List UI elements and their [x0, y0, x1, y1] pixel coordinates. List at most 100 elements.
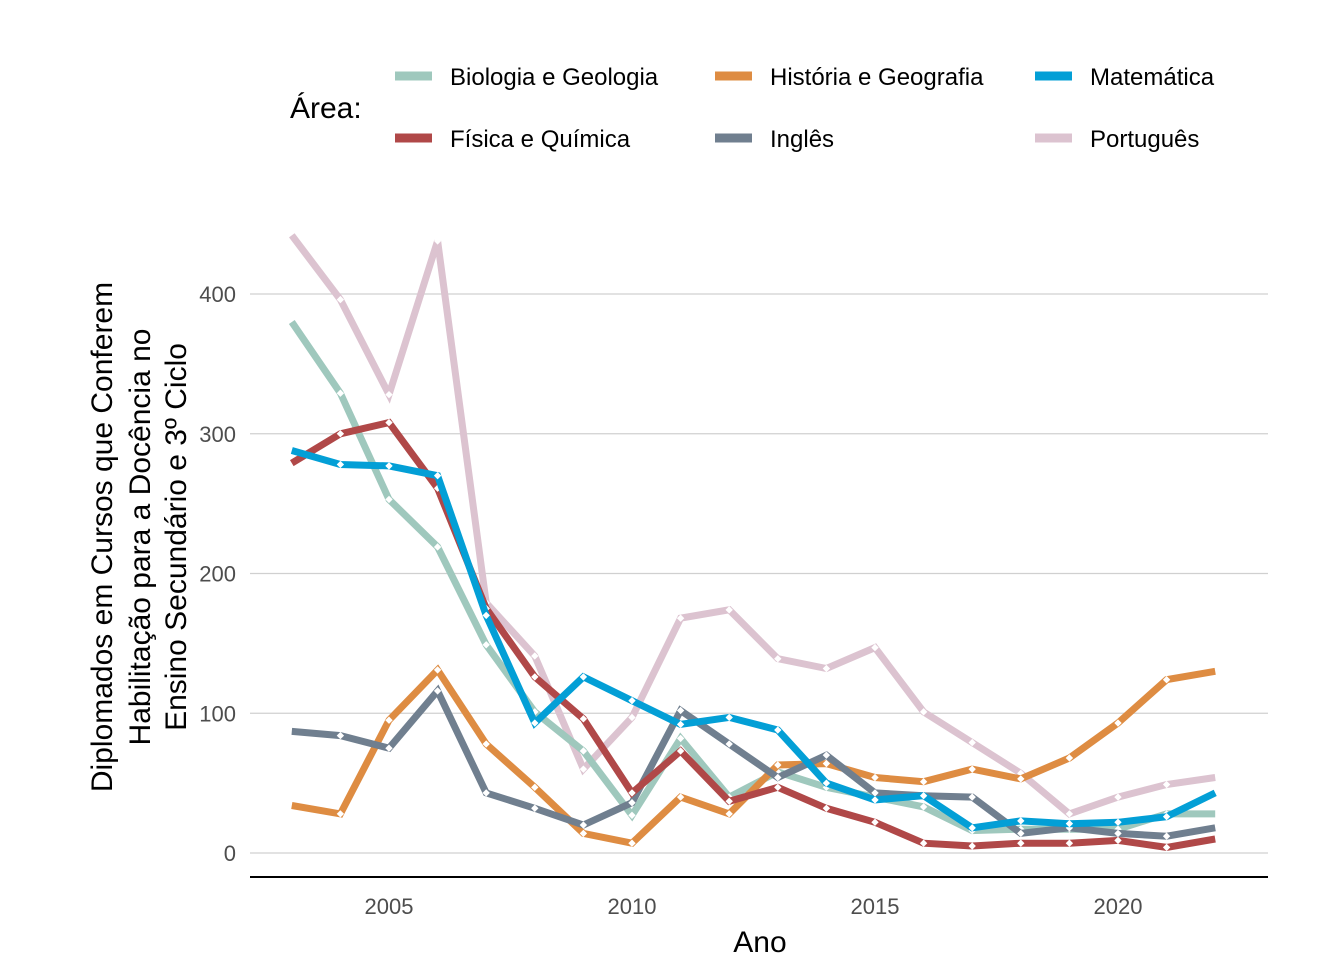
legend-key [715, 71, 752, 81]
data-point [919, 708, 928, 716]
y-axis-title-line: Habilitação para a Docência no [124, 329, 157, 746]
data-point [1065, 819, 1074, 828]
series-ingles [291, 684, 1216, 840]
data-point [725, 797, 733, 805]
data-point [1162, 780, 1171, 789]
data-point [433, 237, 442, 245]
data-point [579, 821, 588, 829]
y-tick-label: 400 [199, 282, 236, 307]
data-point [531, 673, 539, 681]
data-point [725, 606, 733, 614]
legend-item-ingles: Inglês [715, 126, 834, 153]
data-point [1065, 810, 1074, 818]
data-point [725, 810, 733, 818]
data-point [531, 804, 539, 812]
y-tick-label: 200 [199, 562, 236, 587]
data-point [579, 673, 588, 681]
data-point [336, 295, 345, 304]
data-point [676, 734, 685, 743]
data-point [433, 543, 442, 551]
data-point [1065, 754, 1074, 762]
data-point [822, 804, 831, 812]
data-point [774, 773, 782, 782]
data-point [1162, 812, 1171, 821]
data-point [919, 792, 928, 800]
legend-item-historia-e-geografia: História e Geografia [715, 64, 984, 91]
legend: Área: Biologia e Geologia História e Geog… [290, 64, 1215, 153]
series-matematica [290, 447, 1217, 832]
legend-label: Biologia e Geologia [450, 64, 659, 91]
data-point [385, 418, 393, 427]
data-point [531, 783, 539, 791]
data-point [968, 765, 976, 773]
series-line [289, 233, 1216, 818]
data-point [579, 829, 588, 838]
data-point [579, 747, 588, 755]
series-layer [288, 233, 1217, 852]
data-point [433, 471, 442, 480]
x-axis-title: Ano [733, 926, 786, 959]
y-axis-title-line: Ensino Secundário e 3º Ciclo [160, 343, 193, 731]
data-point [871, 773, 879, 782]
data-point [1162, 676, 1171, 684]
data-point [725, 713, 733, 722]
data-point [676, 614, 685, 622]
y-tick-label: 300 [199, 422, 236, 447]
data-point [676, 747, 685, 755]
data-point [336, 389, 345, 397]
data-point [1017, 817, 1025, 825]
data-point [531, 719, 539, 727]
data-point [628, 789, 636, 797]
data-point [968, 842, 976, 850]
legend-title: Área: [290, 92, 362, 125]
data-point [482, 789, 490, 797]
data-point [628, 799, 636, 807]
legend-label: Inglês [770, 126, 834, 153]
x-tick-label: 2010 [608, 894, 657, 919]
data-point [433, 666, 442, 674]
data-point [968, 824, 976, 832]
x-tick-labels: 2005 2010 2015 2020 [365, 894, 1143, 919]
data-point [676, 793, 685, 801]
data-point [1114, 836, 1122, 845]
data-point [822, 751, 831, 759]
data-point [1114, 793, 1122, 801]
data-point [482, 641, 490, 649]
y-axis-title: Diplomados em Cursos que Conferem Habilit… [86, 282, 193, 792]
legend-key [395, 133, 432, 143]
data-point [336, 731, 345, 740]
legend-key [1035, 71, 1072, 81]
data-point [1017, 775, 1025, 783]
y-tick-labels: 0 100 200 300 400 [199, 282, 236, 866]
data-point [482, 611, 490, 620]
legend-item-portugues: Português [1035, 126, 1199, 153]
legend-key [395, 71, 432, 81]
y-tick-label: 0 [224, 841, 236, 866]
data-point [871, 643, 879, 652]
data-point [433, 687, 442, 695]
gridlines [250, 293, 1268, 854]
data-point [531, 652, 539, 660]
data-point [774, 726, 782, 734]
data-point [871, 818, 879, 826]
data-point [385, 495, 393, 504]
data-point [385, 390, 393, 399]
data-point [1114, 818, 1122, 826]
data-point [336, 810, 345, 818]
data-point [676, 706, 685, 715]
data-point [774, 655, 782, 663]
data-point [1162, 843, 1171, 852]
series-line [290, 447, 1217, 832]
legend-label: Português [1090, 126, 1199, 153]
data-point [774, 783, 782, 791]
series-line [291, 684, 1216, 840]
legend-item-matematica: Matemática [1035, 64, 1215, 91]
data-point [725, 740, 733, 748]
series-line [291, 664, 1216, 847]
series-historia-e-geografia [291, 664, 1216, 847]
data-point [822, 759, 831, 768]
data-point [628, 713, 636, 722]
data-point [628, 811, 636, 819]
legend-item-biologia-e-geologia: Biologia e Geologia [395, 64, 659, 91]
data-point [336, 460, 345, 469]
